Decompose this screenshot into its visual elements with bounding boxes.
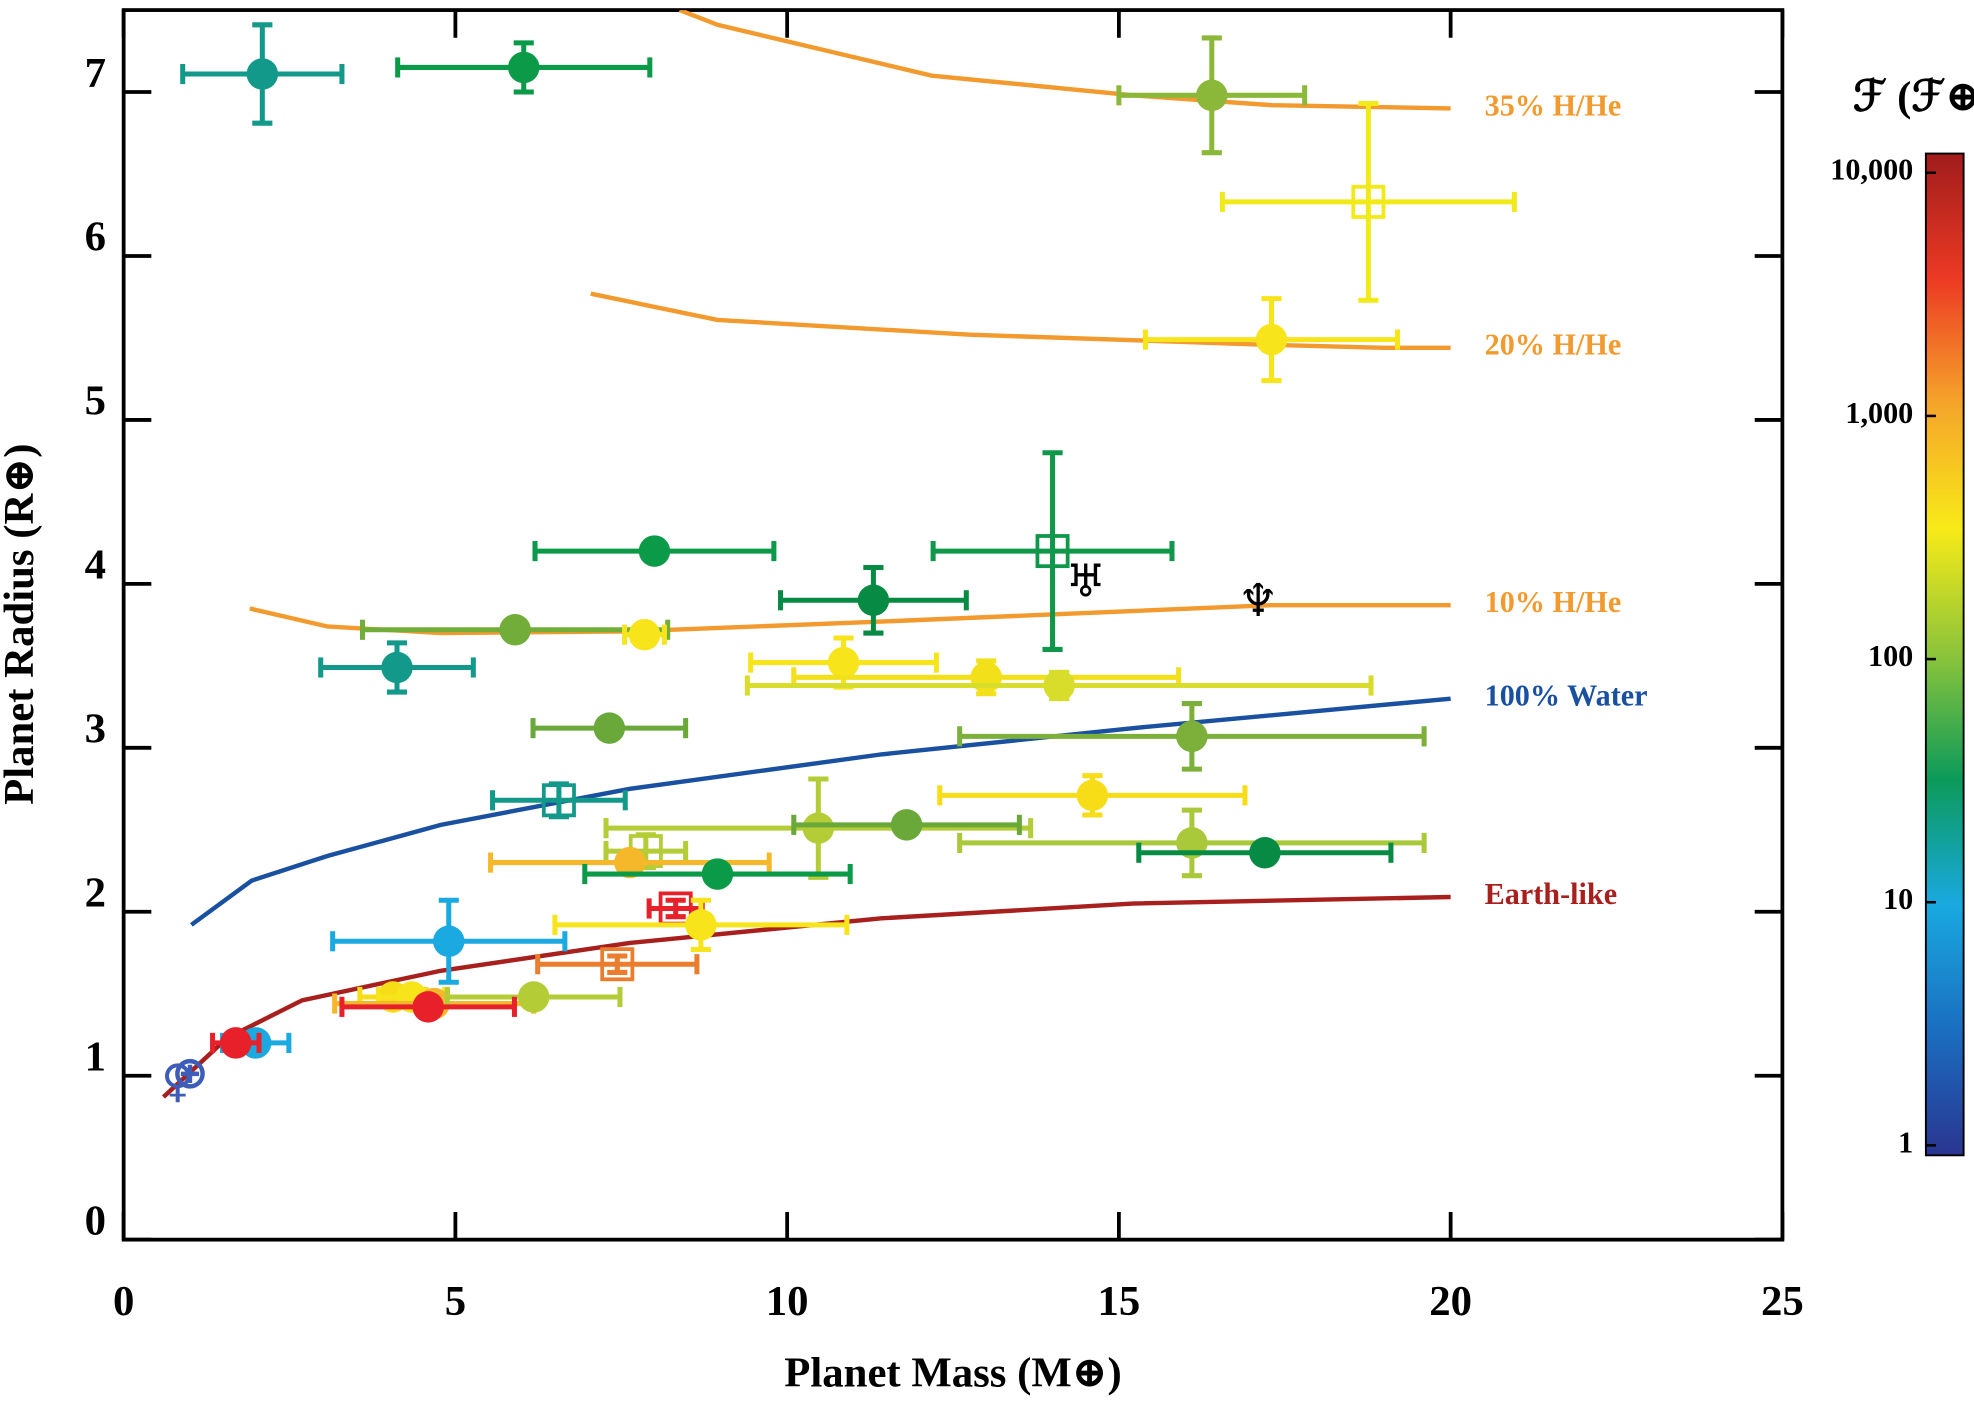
- solar-system-planet: ♆: [1238, 574, 1279, 627]
- y-tick-label: 4: [85, 542, 106, 589]
- colorbar-tick-label: 10: [1883, 882, 1913, 916]
- data-point: [970, 661, 1002, 694]
- model-label: 10% H/He: [1485, 585, 1622, 619]
- data-point: [701, 858, 734, 890]
- colorbar-tick-label: 10,000: [1830, 153, 1913, 187]
- colorbar-tick-label: 100: [1868, 639, 1913, 673]
- colorbar-label: ℱ (ℱ⊕): [1853, 73, 1974, 120]
- data-point: [1196, 79, 1228, 112]
- data-point: [412, 991, 444, 1023]
- model-curve: [678, 10, 1451, 111]
- data-point: [220, 1027, 252, 1059]
- plot-area: [161, 10, 1517, 1099]
- data-point: [246, 58, 279, 90]
- solar-system-planet: ♀: [161, 1054, 194, 1107]
- data-point: [857, 584, 890, 616]
- data-point: [381, 651, 413, 684]
- solar-system-planet: ⊕: [171, 1046, 209, 1099]
- data-point: [685, 909, 717, 941]
- data-point: [638, 535, 671, 567]
- data-point: [1176, 720, 1208, 753]
- data-point: [508, 51, 540, 84]
- data-point: [517, 981, 550, 1013]
- x-tick-label: 5: [445, 1278, 466, 1325]
- model-curve: [190, 696, 1451, 927]
- y-tick-label: 0: [85, 1197, 106, 1244]
- x-tick-label: 15: [1098, 1278, 1141, 1325]
- data-point: [1351, 184, 1386, 219]
- y-tick-label: 3: [85, 706, 106, 753]
- y-tick-label: 1: [85, 1033, 106, 1080]
- data-point: [593, 712, 626, 744]
- data-point: [1043, 669, 1075, 702]
- data-point: [802, 812, 835, 844]
- data-point: [541, 783, 576, 818]
- model-label: 100% Water: [1485, 679, 1648, 713]
- data-point: [827, 646, 860, 679]
- model-curve: [590, 291, 1451, 350]
- colorbar-tick-label: 1,000: [1845, 396, 1913, 430]
- y-axis-label: Planet Radius (R⊕): [0, 444, 43, 805]
- colorbar: [1924, 152, 1965, 1157]
- model-label: 20% H/He: [1485, 328, 1622, 362]
- data-point: [1255, 323, 1288, 356]
- data-point: [1035, 534, 1070, 569]
- data-point: [1249, 837, 1281, 869]
- data-point: [499, 614, 531, 646]
- plot-frame: [121, 8, 1785, 1242]
- data-point: [890, 809, 923, 841]
- x-axis-label: Planet Mass (M⊕): [784, 1350, 1122, 1397]
- model-label: Earth-like: [1485, 877, 1617, 911]
- data-point: [433, 925, 465, 958]
- data-point: [614, 846, 646, 879]
- solar-system-planet: ♅: [1065, 554, 1106, 607]
- y-tick-label: 7: [85, 50, 106, 97]
- y-tick-label: 2: [85, 869, 106, 916]
- y-tick-label: 6: [85, 214, 106, 261]
- x-tick-label: 0: [113, 1278, 134, 1325]
- x-tick-label: 10: [766, 1278, 809, 1325]
- data-point: [628, 618, 661, 651]
- data-point: [1076, 779, 1109, 812]
- colorbar-tick-label: 1: [1898, 1125, 1913, 1159]
- x-tick-label: 25: [1761, 1278, 1804, 1325]
- model-label: 35% H/He: [1485, 88, 1622, 122]
- x-tick-label: 20: [1429, 1278, 1472, 1325]
- y-tick-label: 5: [85, 378, 106, 425]
- data-point: [600, 947, 635, 982]
